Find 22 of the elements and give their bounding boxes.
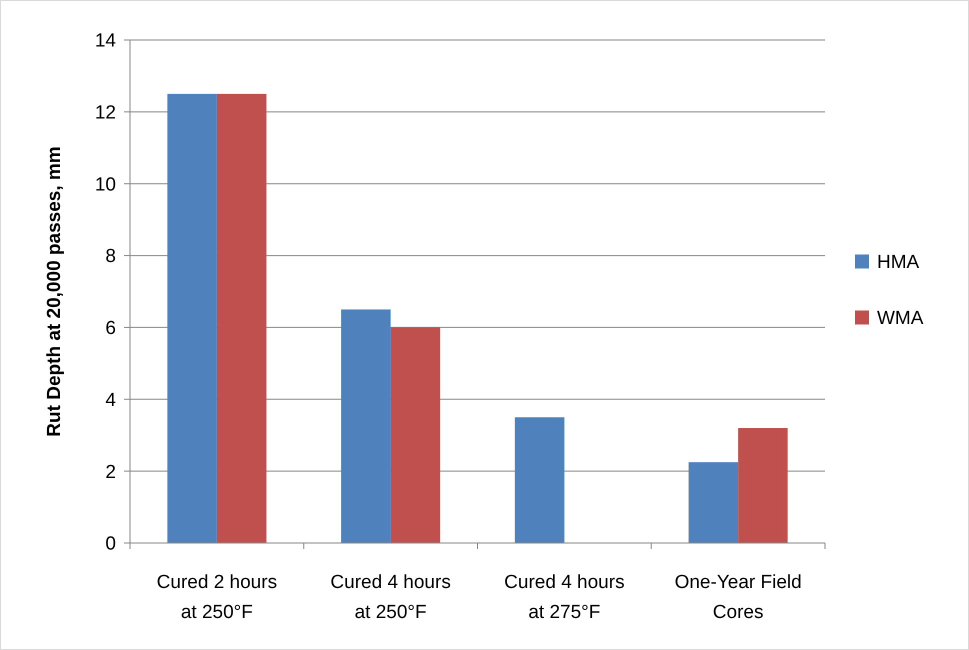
bar — [390, 327, 440, 543]
bar — [341, 309, 391, 543]
x-tick-label: Cured 4 hours at 250°F — [330, 572, 451, 623]
y-tick-label: 6 — [105, 318, 116, 340]
y-tick-label: 10 — [94, 174, 116, 196]
x-tick-label: Cured 2 hours at 250°F — [156, 572, 278, 623]
bar — [167, 94, 217, 543]
y-tick-label: 4 — [105, 390, 116, 411]
x-tick-label: One-Year Field Cores — [674, 572, 802, 623]
bar — [216, 94, 266, 543]
y-tick-label: 12 — [94, 102, 116, 124]
bar — [688, 462, 738, 543]
legend-label: WMA — [877, 308, 924, 330]
y-tick-label: 14 — [94, 30, 116, 52]
y-tick-label: 8 — [105, 246, 116, 268]
y-axis-title: Rut Depth at 20,000 passes, mm — [44, 146, 65, 437]
y-tick-label: 2 — [105, 462, 116, 483]
y-tick-label: 0 — [105, 534, 116, 555]
x-tick-label: Cured 4 hours at 275°F — [504, 572, 625, 623]
bar — [514, 417, 564, 543]
legend-label: HMA — [877, 252, 920, 274]
bar — [738, 428, 788, 543]
